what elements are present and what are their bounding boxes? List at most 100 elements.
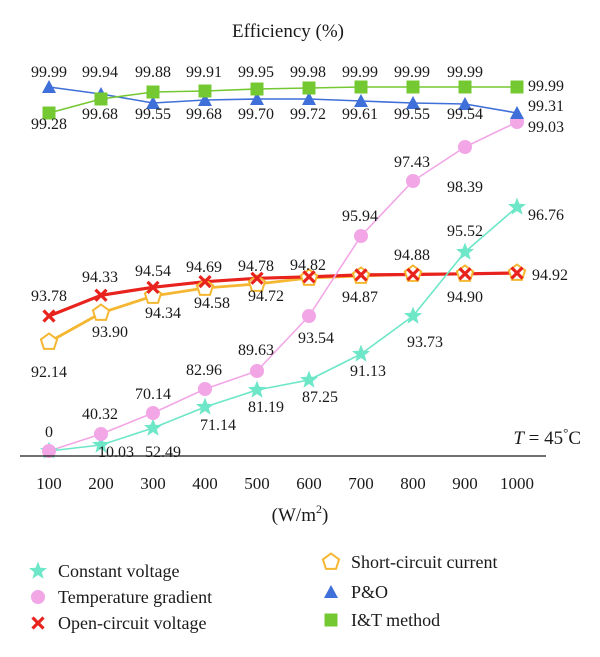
label-upper-row-3: 99.88 [135, 64, 171, 81]
point-p-and-o-900 [458, 97, 472, 110]
series-line-open-circuit-voltage [48, 271, 518, 318]
series-line-temperature-gradient [48, 121, 518, 452]
point-constant-voltage-400 [196, 397, 214, 415]
legend-marker-open-circuit-voltage [31, 616, 45, 630]
label-open-circuit-voltage-94.88: 94.88 [394, 247, 430, 264]
label-open-circuit-voltage-93.78: 93.78 [31, 288, 67, 305]
label-lower-row-6: 99.72 [290, 106, 326, 123]
label-constant-voltage-87.25: 87.25 [302, 389, 338, 406]
label-upper-row-4: 99.91 [186, 64, 222, 81]
label-constant-voltage-10.03: 10.03 [98, 444, 134, 461]
legend-label-temperature-gradient: Temperature gradient [58, 587, 212, 607]
x-tick-100: 100 [36, 474, 62, 493]
label-temperature-gradient-40.32: 40.32 [82, 406, 118, 423]
legend-item-p-and-o: P&O [324, 582, 388, 602]
point-constant-voltage-700 [352, 344, 370, 362]
point-open-circuit-voltage-800 [406, 267, 420, 282]
point-open-circuit-voltage-700 [354, 268, 368, 282]
legend-label-constant-voltage: Constant voltage [58, 561, 179, 581]
point-i-and-t-method-1000 [510, 80, 524, 94]
point-constant-voltage-600 [300, 370, 318, 388]
point-p-and-o-300 [146, 96, 160, 109]
label-temperature-gradient-95.94: 95.94 [342, 208, 378, 225]
legend-item-open-circuit-voltage: Open-circuit voltage [31, 613, 206, 633]
label-temperature-gradient-82.96: 82.96 [186, 362, 222, 379]
point-temperature-gradient-600 [302, 309, 316, 323]
point-open-circuit-voltage-1000 [510, 266, 524, 280]
point-i-and-t-method-300 [146, 85, 160, 99]
point-temperature-gradient-800 [406, 174, 420, 188]
label-short-circuit-current-94.72: 94.72 [248, 288, 284, 305]
label-p-and-o-1000: 99.31 [528, 98, 564, 115]
label-constant-voltage-96.76: 96.76 [528, 207, 564, 224]
point-i-and-t-method-700 [354, 80, 368, 94]
point-i-and-t-method-100 [42, 106, 56, 120]
label-open-circuit-voltage-94.78: 94.78 [238, 258, 274, 275]
label-lower-row-1: 99.28 [31, 116, 67, 133]
point-temperature-gradient-700 [354, 229, 368, 243]
point-open-circuit-voltage-200 [94, 288, 108, 302]
chart-title: Efficiency (%) [232, 21, 344, 42]
label-constant-voltage-95.52: 95.52 [447, 223, 483, 240]
x-axis-label: (W/m2) [272, 502, 329, 526]
point-temperature-gradient-900 [458, 140, 472, 154]
legend: Constant voltage Temperature gradient Open… [29, 552, 497, 633]
point-short-circuit-current-500 [247, 274, 267, 292]
point-open-circuit-voltage-100 [42, 309, 56, 323]
point-open-circuit-voltage-500 [250, 271, 264, 285]
label-upper-row-1: 99.99 [31, 64, 67, 81]
x-tick-300: 300 [140, 474, 166, 493]
label-lower-row-8: 99.55 [394, 106, 430, 123]
point-temperature-gradient-300 [146, 406, 160, 420]
x-tick-1000: 1000 [500, 474, 534, 493]
legend-label-i-and-t-method: I&T method [351, 610, 440, 630]
point-p-and-o-800 [406, 96, 420, 109]
label-temperature-gradient-70.14: 70.14 [135, 386, 171, 403]
label-open-circuit-voltage-94.54: 94.54 [135, 263, 171, 280]
label-lower-row-7: 99.61 [342, 106, 378, 123]
label-constant-voltage-52.49: 52.49 [145, 444, 181, 461]
point-temperature-gradient-500 [250, 364, 264, 378]
x-axis-label-superscript: 2 [316, 502, 322, 516]
label-temperature-gradient-1000: 99.03 [528, 119, 564, 136]
series-layer [48, 86, 518, 452]
label-open-circuit-voltage-94.82: 94.82 [290, 257, 326, 274]
point-open-circuit-voltage-300 [146, 280, 160, 294]
point-i-and-t-method-800 [406, 80, 420, 94]
marker-layer [39, 80, 527, 459]
legend-item-short-circuit-current: Short-circuit current [321, 552, 497, 572]
label-open-circuit-voltage-94.90: 94.90 [447, 289, 483, 306]
label-open-circuit-voltage-94.33: 94.33 [82, 269, 118, 286]
point-temperature-gradient-200 [94, 427, 108, 441]
legend-label-p-and-o: P&O [351, 582, 388, 602]
x-tick-600: 600 [296, 474, 322, 493]
label-constant-voltage-91.13: 91.13 [350, 363, 386, 380]
series-line-i-and-t-method [48, 86, 517, 114]
point-p-and-o-500 [250, 92, 264, 105]
point-temperature-gradient-400 [198, 382, 212, 396]
legend-marker-temperature-gradient [31, 590, 45, 604]
temperature-annotation: T = 45°C [513, 425, 581, 449]
x-tick-500: 500 [244, 474, 270, 493]
label-temperature-gradient-89.63: 89.63 [238, 342, 274, 359]
label-short-circuit-current-94.34: 94.34 [145, 305, 181, 322]
label-temperature-gradient-98.39: 98.39 [447, 179, 483, 196]
point-constant-voltage-800 [404, 306, 422, 324]
x-tick-900: 900 [452, 474, 478, 493]
label-temperature-gradient-93.54: 93.54 [298, 330, 334, 347]
point-short-circuit-current-400 [195, 278, 215, 296]
point-p-and-o-1000 [510, 106, 524, 119]
series-line-constant-voltage [48, 206, 518, 452]
label-open-circuit-voltage-94.87: 94.87 [342, 289, 378, 306]
label-upper-row-8: 99.99 [394, 64, 430, 81]
label-open-circuit-voltage-94.92: 94.92 [532, 267, 568, 284]
label-i-and-t-1000: 99.99 [528, 78, 564, 95]
label-lower-row-9: 99.54 [447, 106, 483, 123]
label-constant-voltage-0: 0 [45, 424, 53, 441]
x-tick-800: 800 [400, 474, 426, 493]
label-upper-row-9: 99.99 [447, 64, 483, 81]
point-i-and-t-method-900 [458, 80, 472, 94]
point-constant-voltage-500 [248, 380, 266, 398]
label-constant-voltage-81.19: 81.19 [248, 399, 284, 416]
